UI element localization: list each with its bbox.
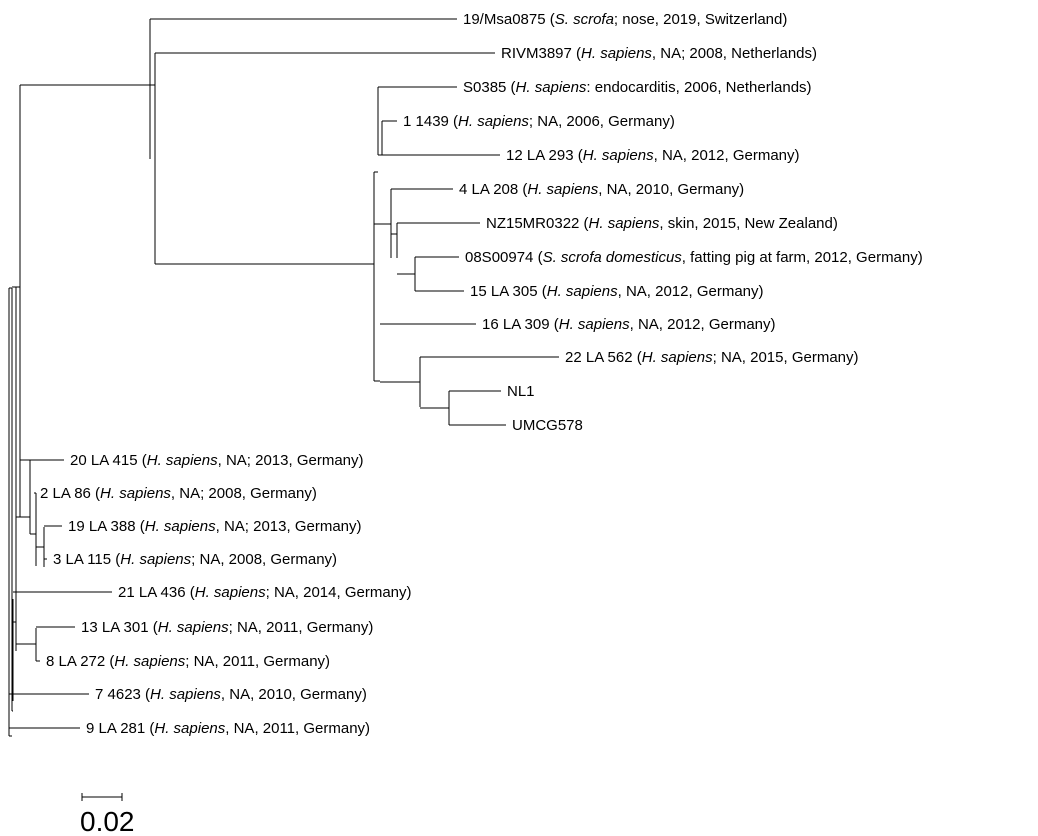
leaf-label-text: 22 LA 562 ( — [565, 349, 642, 366]
leaf-label-text: UMCG578 — [512, 417, 583, 434]
leaf-label-text: 19 LA 388 ( — [68, 518, 145, 535]
leaf-label: 12 LA 293 (H. sapiens, NA, 2012, Germany… — [506, 147, 800, 164]
leaf-label-text: , skin, 2015, New Zealand) — [659, 215, 837, 232]
leaf-label-species: H. sapiens — [195, 584, 266, 601]
leaf-label-text: ; nose, 2019, Switzerland) — [614, 11, 787, 28]
leaf-label-text: 2 LA 86 ( — [40, 485, 100, 502]
leaf-label-text: , NA, 2012, Germany) — [654, 147, 800, 164]
leaf-label-species: H. sapiens — [120, 551, 191, 568]
leaf-label-text: , NA; 2008, Netherlands) — [652, 45, 817, 62]
leaf-label-species: S. scrofa — [555, 11, 614, 28]
leaf-label: 8 LA 272 (H. sapiens; NA, 2011, Germany) — [46, 653, 330, 670]
leaf-label-text: 20 LA 415 ( — [70, 452, 147, 469]
leaf-label: 7 4623 (H. sapiens, NA, 2010, Germany) — [95, 686, 367, 703]
leaf-label-text: 19/Msa0875 ( — [463, 11, 555, 28]
leaf-label: UMCG578 — [512, 417, 583, 434]
leaf-label-text: 13 LA 301 ( — [81, 619, 158, 636]
leaf-label-text: , NA, 2010, Germany) — [221, 686, 367, 703]
leaf-label: 3 LA 115 (H. sapiens; NA, 2008, Germany) — [53, 551, 337, 568]
leaf-label: 15 LA 305 (H. sapiens, NA, 2012, Germany… — [470, 283, 764, 300]
leaf-label-species: H. sapiens — [100, 485, 171, 502]
leaf-label-text: ; NA, 2014, Germany) — [266, 584, 412, 601]
leaf-label: 22 LA 562 (H. sapiens; NA, 2015, Germany… — [565, 349, 859, 366]
leaf-label-text: ; NA, 2006, Germany) — [529, 113, 675, 130]
leaf-label: 16 LA 309 (H. sapiens, NA, 2012, Germany… — [482, 316, 776, 333]
leaf-label-species: H. sapiens — [589, 215, 660, 232]
leaf-label: 2 LA 86 (H. sapiens, NA; 2008, Germany) — [40, 485, 317, 502]
leaf-label-species: H. sapiens — [150, 686, 221, 703]
leaf-label: S0385 (H. sapiens: endocarditis, 2006, N… — [463, 79, 812, 96]
leaf-label-species: H. sapiens — [154, 720, 225, 737]
leaf-label-text: , NA; 2013, Germany) — [218, 452, 364, 469]
leaf-label-text: ; NA, 2011, Germany) — [185, 653, 330, 670]
leaf-label-text: 1 1439 ( — [403, 113, 458, 130]
leaf-label: 13 LA 301 (H. sapiens; NA, 2011, Germany… — [81, 619, 373, 636]
leaf-labels: 19/Msa0875 (S. scrofa; nose, 2019, Switz… — [40, 11, 923, 737]
leaf-label-text: NL1 — [507, 383, 535, 400]
leaf-label-text: 7 4623 ( — [95, 686, 150, 703]
leaf-label: NZ15MR0322 (H. sapiens, skin, 2015, New … — [486, 215, 838, 232]
leaf-label-species: H. sapiens — [642, 349, 713, 366]
leaf-label-text: , NA, 2010, Germany) — [598, 181, 744, 198]
leaf-label: 1 1439 (H. sapiens; NA, 2006, Germany) — [403, 113, 675, 130]
leaf-label: RIVM3897 (H. sapiens, NA; 2008, Netherla… — [501, 45, 817, 62]
leaf-label-text: : endocarditis, 2006, Netherlands) — [586, 79, 811, 96]
leaf-label: 08S00974 (S. scrofa domesticus, fatting … — [465, 249, 923, 266]
leaf-label-text: , NA, 2012, Germany) — [618, 283, 764, 300]
leaf-label-text: 4 LA 208 ( — [459, 181, 527, 198]
leaf-label-species: H. sapiens — [158, 619, 229, 636]
leaf-label-species: H. sapiens — [581, 45, 652, 62]
leaf-label-text: NZ15MR0322 ( — [486, 215, 589, 232]
leaf-label: NL1 — [507, 383, 535, 400]
leaf-label-species: H. sapiens — [516, 79, 587, 96]
leaf-label-text: 8 LA 272 ( — [46, 653, 114, 670]
leaf-label-text: S0385 ( — [463, 79, 516, 96]
tree-branches — [8, 18, 559, 737]
leaf-label-text: 12 LA 293 ( — [506, 147, 583, 164]
leaf-label-text: , NA; 2013, Germany) — [216, 518, 362, 535]
leaf-label-text: , NA, 2011, Germany) — [225, 720, 370, 737]
leaf-label-species: S. scrofa domesticus — [543, 249, 683, 266]
leaf-label-text: 3 LA 115 ( — [53, 551, 120, 568]
leaf-label: 21 LA 436 (H. sapiens; NA, 2014, Germany… — [118, 584, 412, 601]
leaf-label: 20 LA 415 (H. sapiens, NA; 2013, Germany… — [70, 452, 364, 469]
leaf-label-species: H. sapiens — [559, 316, 630, 333]
leaf-label-text: 08S00974 ( — [465, 249, 543, 266]
leaf-label: 19/Msa0875 (S. scrofa; nose, 2019, Switz… — [463, 11, 787, 28]
leaf-label-species: H. sapiens — [145, 518, 216, 535]
leaf-label-text: ; NA, 2011, Germany) — [229, 619, 374, 636]
scale-bar: 0.02 — [80, 793, 135, 836]
leaf-label-species: H. sapiens — [583, 147, 654, 164]
leaf-label: 19 LA 388 (H. sapiens, NA; 2013, Germany… — [68, 518, 362, 535]
leaf-label-text: 21 LA 436 ( — [118, 584, 195, 601]
leaf-label-text: , NA, 2012, Germany) — [630, 316, 776, 333]
leaf-label-species: H. sapiens — [114, 653, 185, 670]
leaf-label: 9 LA 281 (H. sapiens, NA, 2011, Germany) — [86, 720, 370, 737]
leaf-label-species: H. sapiens — [458, 113, 529, 130]
leaf-label-text: 9 LA 281 ( — [86, 720, 154, 737]
leaf-label-text: ; NA, 2008, Germany) — [191, 551, 337, 568]
leaf-label-text: RIVM3897 ( — [501, 45, 581, 62]
leaf-label-species: H. sapiens — [527, 181, 598, 198]
scale-bar-label: 0.02 — [80, 806, 135, 836]
leaf-label-text: , NA; 2008, Germany) — [171, 485, 317, 502]
leaf-label-text: , fatting pig at farm, 2012, Germany) — [682, 249, 923, 266]
leaf-label-text: ; NA, 2015, Germany) — [713, 349, 859, 366]
leaf-label-text: 15 LA 305 ( — [470, 283, 547, 300]
leaf-label-species: H. sapiens — [547, 283, 618, 300]
leaf-label-species: H. sapiens — [147, 452, 218, 469]
leaf-label: 4 LA 208 (H. sapiens, NA, 2010, Germany) — [459, 181, 744, 198]
leaf-label-text: 16 LA 309 ( — [482, 316, 559, 333]
